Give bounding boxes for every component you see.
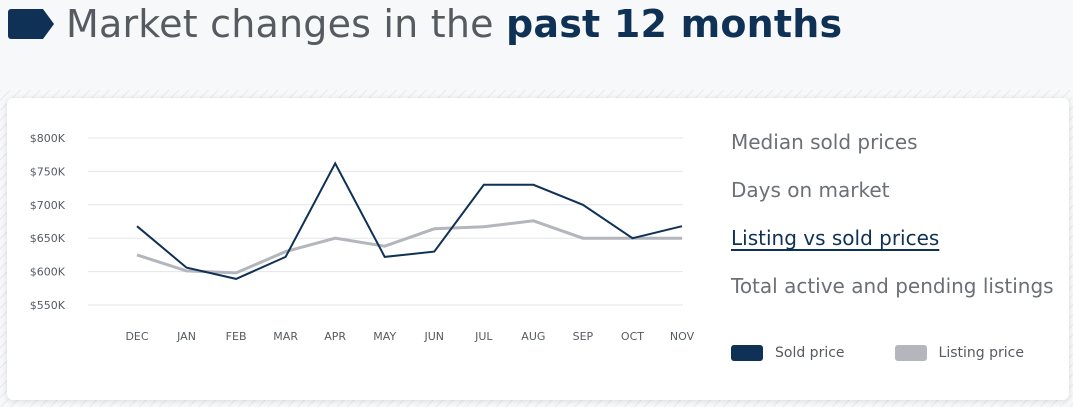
- section-header: Market changes in the past 12 months: [8, 0, 842, 48]
- y-axis: $550K $600K $650K $700K $750K $800K: [30, 132, 66, 312]
- x-tick-label: JUN: [424, 330, 445, 343]
- y-tick-label: $650K: [30, 232, 66, 245]
- x-tick-label: FEB: [226, 330, 247, 343]
- sold-price-swatch: [731, 345, 763, 361]
- page-title: Market changes in the past 12 months: [66, 2, 842, 46]
- x-tick-label: DEC: [125, 330, 148, 343]
- chart-card: $550K $600K $650K $700K $750K $800K DEC JAN FEB M…: [7, 98, 1069, 400]
- chart-legend: Sold price Listing price: [731, 345, 1073, 361]
- listing-price-label: Listing price: [938, 345, 1024, 361]
- y-tick-label: $750K: [30, 165, 66, 178]
- sold-price-line: [136, 161, 683, 280]
- x-tick-label: JUL: [474, 330, 493, 343]
- x-tick-label: SEP: [573, 330, 594, 343]
- x-tick-label: AUG: [521, 330, 545, 343]
- metric-menu: Median sold prices Days on market Listin…: [731, 128, 1054, 320]
- x-tick-label: APR: [324, 330, 346, 343]
- y-tick-label: $800K: [30, 132, 66, 145]
- menu-item-days-on-market[interactable]: Days on market: [731, 178, 890, 202]
- x-axis: DEC JAN FEB MAR APR MAY JUN JUL AUG SEP OCT NOV: [125, 330, 694, 343]
- y-tick-label: $550K: [30, 299, 66, 312]
- menu-item-total-active-pending-listings[interactable]: Total active and pending listings: [731, 274, 1054, 298]
- grid-lines: [88, 137, 683, 306]
- x-tick-label: OCT: [621, 330, 644, 343]
- listing-price-swatch: [894, 345, 927, 361]
- y-tick-label: $700K: [30, 199, 66, 212]
- y-tick-label: $600K: [30, 266, 66, 279]
- title-prefix: Market changes in the: [66, 2, 506, 46]
- legend-item-listing-price: Listing price: [894, 345, 1024, 361]
- listing-price-line: [136, 219, 682, 275]
- legend-item-sold-price: Sold price: [731, 345, 845, 361]
- menu-item-listing-vs-sold-prices[interactable]: Listing vs sold prices: [731, 226, 940, 250]
- sold-price-label: Sold price: [775, 345, 845, 361]
- title-emphasis: past 12 months: [506, 2, 843, 46]
- x-tick-label: MAR: [273, 330, 298, 343]
- tag-icon: [8, 9, 54, 39]
- line-chart: $550K $600K $650K $700K $750K $800K DEC JAN FEB M…: [30, 132, 695, 343]
- x-tick-label: MAY: [373, 330, 396, 343]
- x-tick-label: JAN: [176, 330, 196, 343]
- menu-item-median-sold-prices[interactable]: Median sold prices: [731, 130, 918, 154]
- x-tick-label: NOV: [670, 330, 695, 343]
